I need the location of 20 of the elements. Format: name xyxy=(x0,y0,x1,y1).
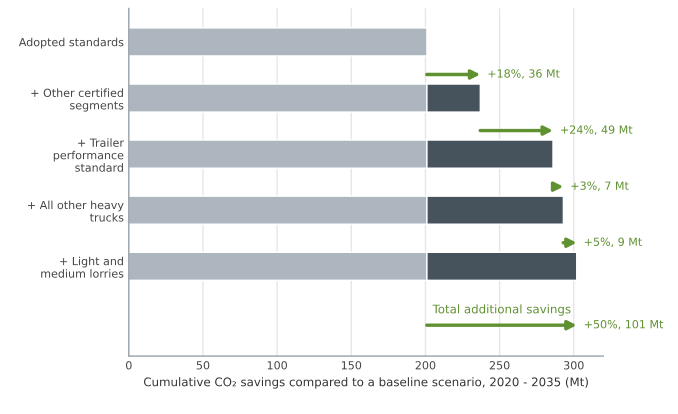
x-axis-title: Cumulative CO₂ savings compared to a baseline scenario, 2020 - 2035 (Mt) xyxy=(144,377,588,389)
x-tick-label: 200 xyxy=(416,361,436,370)
annotation: Total additional savings xyxy=(432,304,570,316)
y-tick-label: + Light and medium lorries xyxy=(41,256,124,278)
x-tick-label: 150 xyxy=(342,361,362,370)
x-tick-label: 0 xyxy=(126,361,132,370)
bar xyxy=(128,27,428,57)
annotation: +18%, 36 Mt xyxy=(488,69,560,79)
annotation: +50%, 101 Mt xyxy=(584,320,664,330)
y-tick-label: + All other heavy trucks xyxy=(28,200,124,222)
annotation: +5%, 9 Mt xyxy=(584,238,642,248)
y-tick-label: + Other certified segments xyxy=(31,88,124,112)
y-tick-label: Adopted standards xyxy=(18,38,124,48)
x-tick-label: 300 xyxy=(564,361,584,370)
y-tick-label: + Trailer performance standard xyxy=(54,138,124,172)
x-tick-label: 100 xyxy=(268,361,287,370)
annotation: +3%, 7 Mt xyxy=(571,181,629,192)
x-tick-label: 50 xyxy=(196,361,210,370)
x-tick-label: 250 xyxy=(490,361,510,370)
annotation: +24%, 49 Mt xyxy=(561,125,632,135)
